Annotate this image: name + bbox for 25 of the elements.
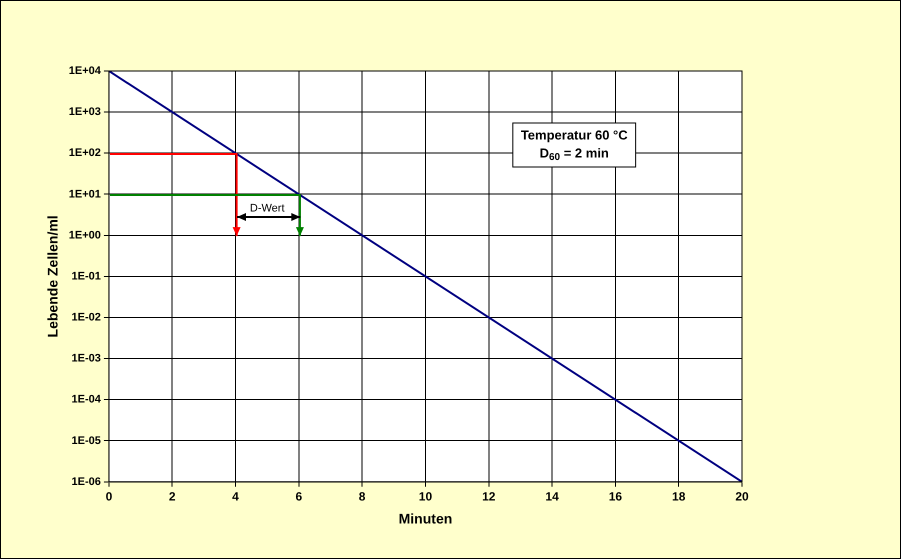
x-tick-label: 8 (358, 489, 366, 504)
y-tick-label: 1E+04 (68, 65, 102, 78)
x-tick-label: 18 (672, 489, 686, 504)
y-tick-label: 1E-06 (72, 476, 101, 488)
x-tick-label: 20 (735, 489, 749, 504)
x-tick-label: 4 (232, 489, 240, 504)
y-axis-title: Lebende Zellen/ml (44, 215, 60, 338)
x-tick-label: 6 (295, 489, 302, 504)
y-tick-label: 1E+01 (68, 188, 101, 200)
y-tick-label: 1E-02 (72, 312, 101, 324)
y-tick-label: 1E+00 (68, 229, 101, 242)
x-tick-label: 14 (545, 489, 560, 504)
x-tick-label: 2 (168, 489, 176, 504)
x-tick-label: 10 (418, 489, 432, 504)
x-tick-label: 0 (106, 489, 113, 504)
annotation: D-Wert (250, 202, 285, 214)
y-tick-label: 1E+03 (68, 106, 101, 118)
y-tick-label: 1E-04 (72, 394, 102, 406)
x-axis-title: Minuten (398, 510, 452, 526)
y-tick-label: 1E-05 (72, 434, 101, 447)
y-tick-label: 1E+02 (68, 147, 101, 160)
y-tick-label: 1E-03 (72, 352, 101, 365)
x-tick-label: 12 (482, 489, 496, 504)
x-tick-label: 16 (608, 489, 622, 504)
y-tick-label: 1E-01 (72, 270, 101, 282)
